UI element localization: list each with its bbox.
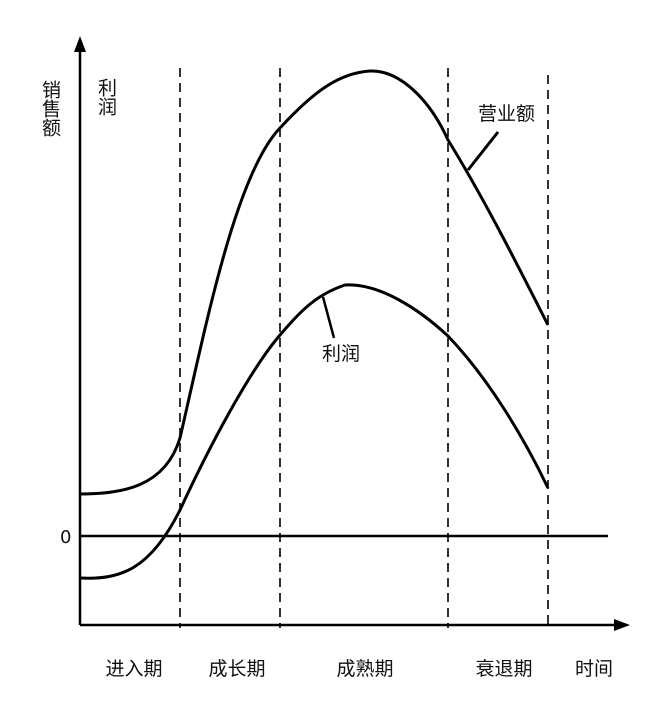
stage-label-intro: 进入期 (105, 658, 162, 680)
stage-label-growth: 成长期 (208, 658, 265, 680)
profit-series-label: 利润 (322, 343, 360, 365)
y-axis-secondary-label: 利润 (95, 78, 117, 116)
profit-curve (79, 283, 550, 580)
zero-label: 0 (60, 527, 71, 548)
x-axis-arrow (614, 619, 630, 631)
revenue-series-label: 营业额 (478, 103, 535, 125)
revenue-leader-line (466, 131, 500, 171)
profit-leader-line (321, 296, 336, 339)
revenue-curve (79, 69, 550, 496)
x-axis-label: 时间 (575, 658, 613, 680)
y-axis-label: 销售额 (39, 80, 61, 137)
stage-label-maturity: 成熟期 (336, 658, 393, 680)
stage-label-decline: 衰退期 (475, 658, 532, 680)
y-axis-arrow (74, 36, 86, 52)
